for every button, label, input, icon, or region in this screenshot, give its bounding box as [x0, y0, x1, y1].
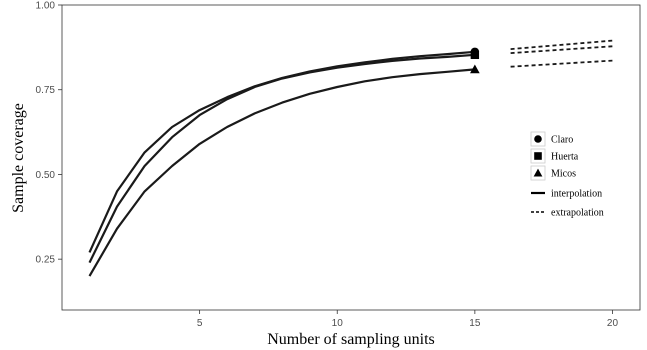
legend-label-extrapolation: extrapolation: [551, 208, 604, 219]
y-axis-ticks: 0.25 0.50 0.75 1.00: [36, 1, 62, 266]
legend-marker-claro: [534, 135, 542, 143]
reference-point-micos: [470, 64, 480, 74]
legend-label-micos: Micos: [551, 169, 576, 180]
y-tick-label: 0.50: [36, 170, 56, 181]
x-tick-label: 5: [197, 318, 203, 329]
extrapolation-line-claro: [510, 39, 613, 50]
x-axis-title: Number of sampling units: [267, 331, 435, 348]
reference-point-huerta: [470, 50, 480, 60]
y-axis-title: Sample coverage: [10, 103, 27, 213]
extrapolation-line-huerta: [510, 45, 613, 54]
legend-marker-micos: [533, 168, 543, 177]
y-tick-label: 0.75: [36, 85, 56, 96]
legend: Claro Huerta Micos interpolation extrapolati…: [530, 131, 604, 219]
legend-label-claro: Claro: [551, 135, 573, 146]
y-tick-label: 0.25: [36, 255, 56, 266]
x-tick-label: 10: [332, 318, 344, 329]
y-tick-label: 1.00: [36, 1, 56, 12]
legend-label-interpolation: interpolation: [551, 189, 602, 200]
legend-label-huerta: Huerta: [551, 152, 579, 163]
interpolation-line-micos: [88, 68, 475, 277]
legend-marker-huerta: [534, 152, 542, 160]
interpolation-line-huerta: [88, 53, 475, 264]
extrapolation-line-micos: [510, 59, 613, 68]
x-tick-label: 15: [469, 318, 481, 329]
x-axis-ticks: 5 10 15 20: [197, 310, 619, 329]
series-layer: [88, 39, 613, 277]
x-tick-label: 20: [607, 318, 619, 329]
